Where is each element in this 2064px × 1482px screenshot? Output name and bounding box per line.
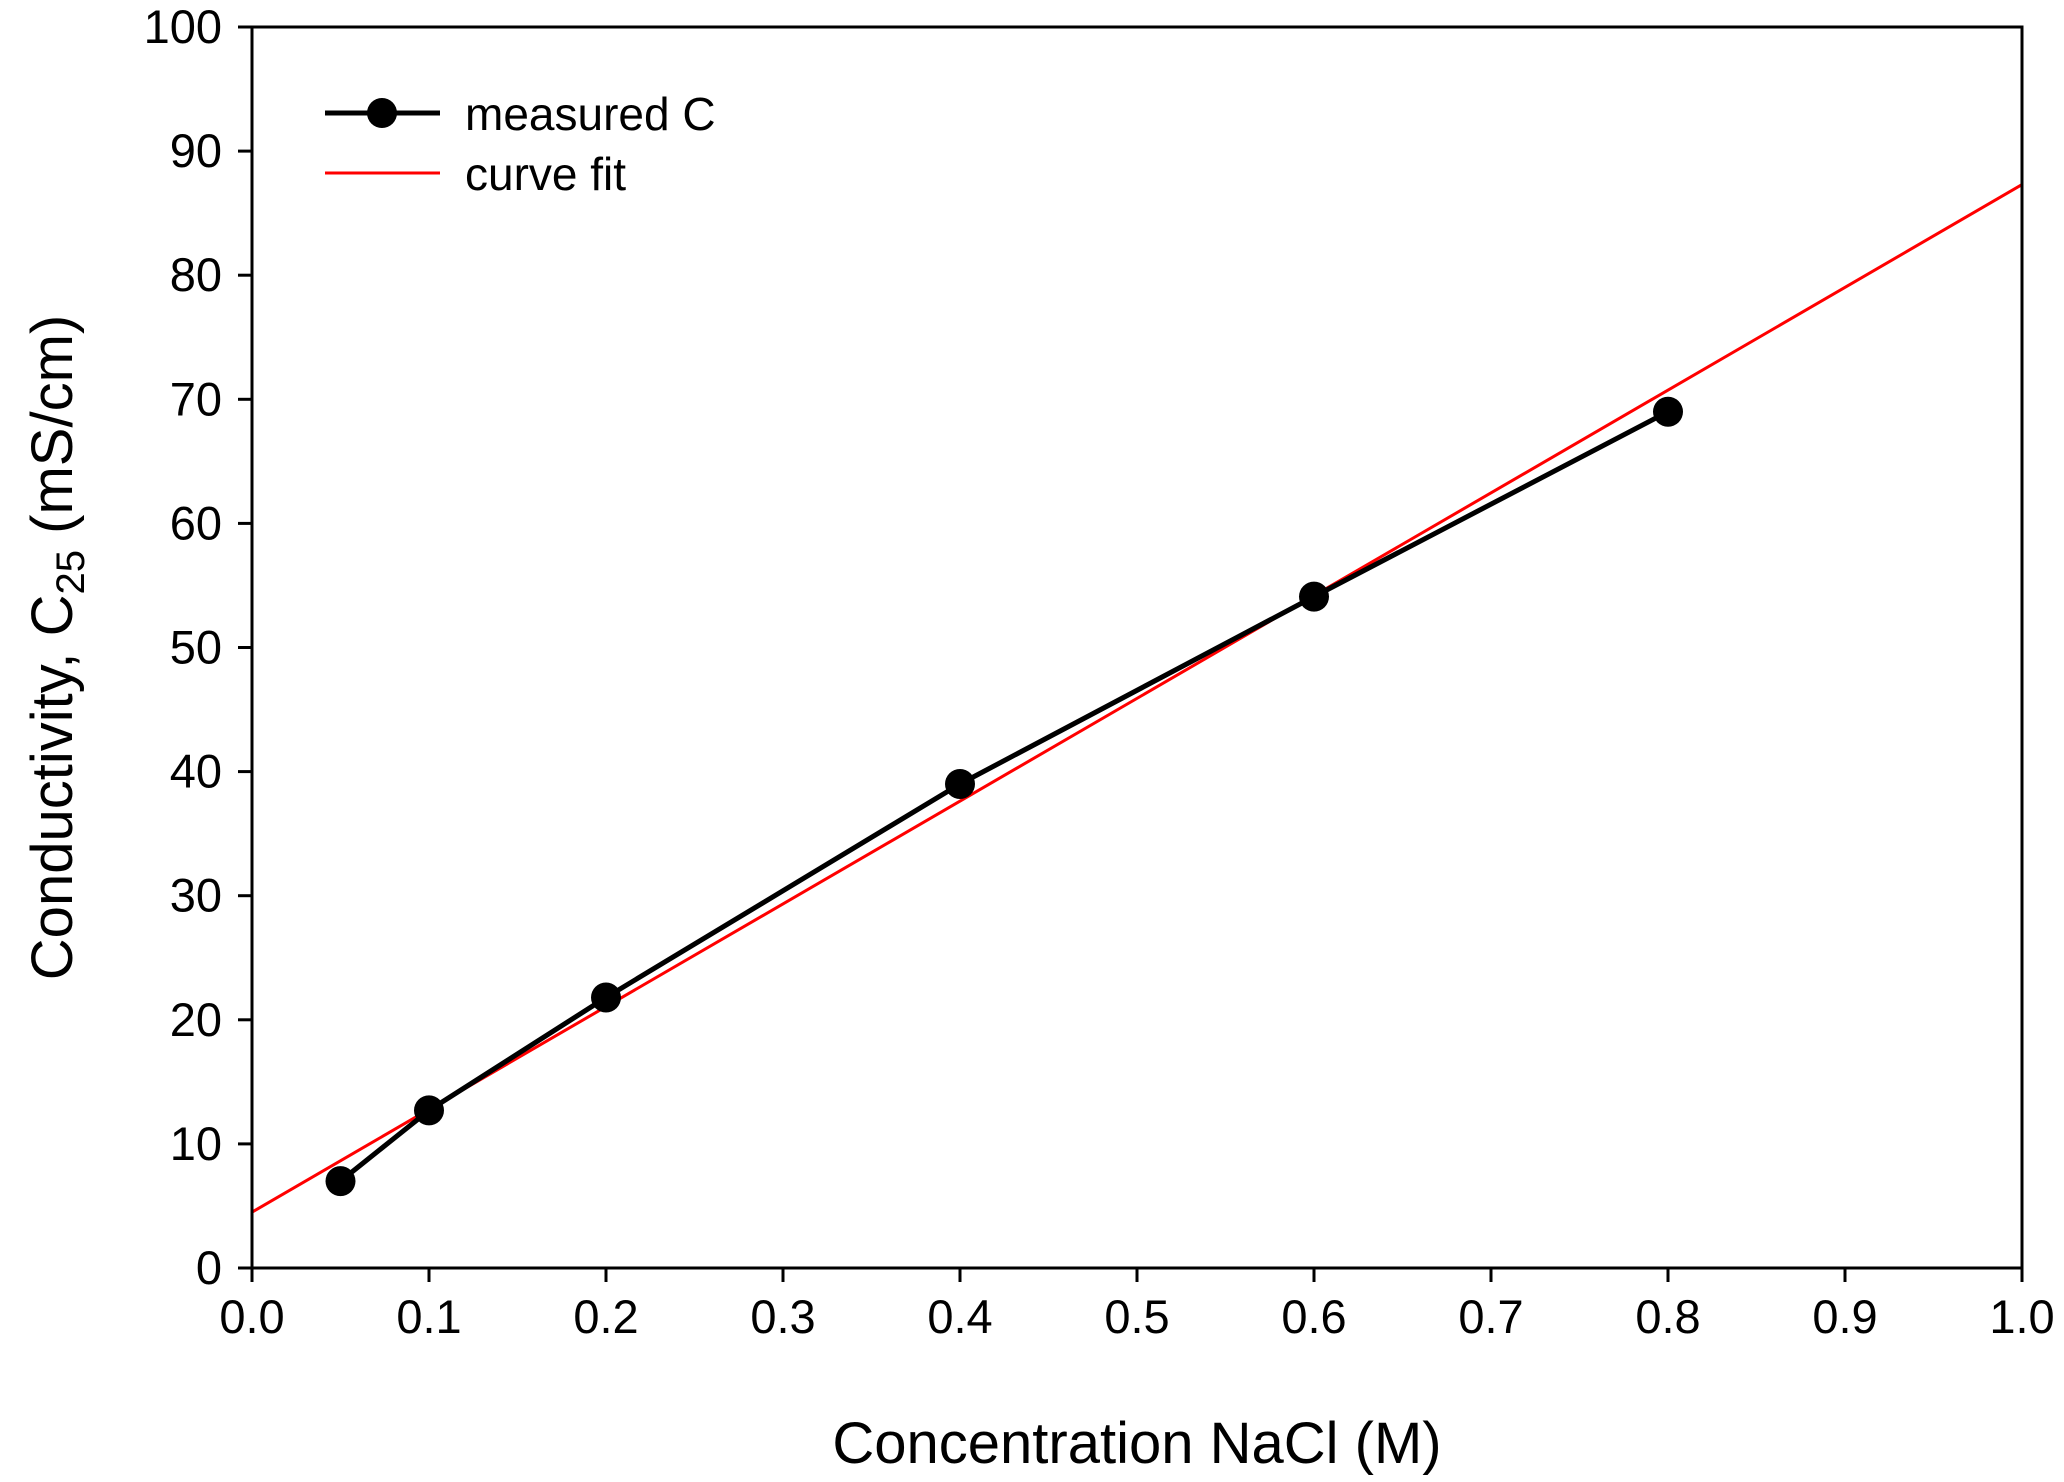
legend: measured C curve fit [325,88,716,200]
y-tick-label: 70 [170,372,222,425]
y-tick-label: 90 [170,124,222,177]
x-tick-label: 0.9 [1812,1290,1877,1343]
measured-point [1653,396,1683,427]
y-tick-label: 80 [170,248,222,301]
x-tick-label: 1.0 [1989,1290,2054,1343]
y-axis-title-prefix: Conductivity, C [20,594,85,980]
measured-point [414,1095,444,1126]
x-tick-label: 0.0 [219,1290,284,1343]
x-tick-label: 0.1 [396,1290,461,1343]
axis-ticks [238,25,2024,1282]
x-tick-label: 0.2 [573,1290,638,1343]
measured-point [1299,581,1329,612]
legend-item-measured: measured C [325,88,716,140]
y-tick-label: 100 [144,0,222,53]
measured-point [591,982,621,1013]
x-tick-labels: 0.0 0.1 0.2 0.3 0.4 0.5 0.6 0.7 0.8 0.9 1.0 [219,1290,2054,1343]
y-tick-label: 40 [170,745,222,798]
y-axis-title-subscript: 25 [49,550,93,595]
y-tick-label: 60 [170,496,222,549]
measured-line [338,409,1670,1184]
plot-frame [250,25,2024,1270]
legend-label-measured: measured C [465,88,716,140]
x-tick-label: 0.3 [750,1290,815,1343]
y-tick-label: 30 [170,869,222,922]
legend-swatch-measured-marker [367,98,397,128]
x-tick-label: 0.5 [1104,1290,1169,1343]
y-axis-title-suffix: (mS/cm) [20,315,85,550]
x-axis-title: Concentration NaCl (M) [832,1411,1441,1476]
y-tick-labels: 0 10 20 30 40 50 60 70 80 90 100 [144,0,222,1294]
series-layer [251,183,2023,1214]
x-tick-label: 0.6 [1281,1290,1346,1343]
y-tick-label: 10 [170,1117,222,1170]
y-tick-label: 50 [170,621,222,674]
measured-point [325,1166,356,1197]
legend-label-curve-fit: curve fit [465,148,626,200]
measured-point [945,769,975,800]
curve-fit-line [251,183,2023,1214]
x-tick-label: 0.8 [1635,1290,1700,1343]
y-tick-label: 20 [170,993,222,1046]
y-tick-label: 0 [196,1241,222,1294]
x-tick-label: 0.4 [927,1290,992,1343]
legend-item-curve-fit: curve fit [325,148,626,200]
x-tick-label: 0.7 [1458,1290,1523,1343]
y-axis-title: Conductivity, C25 (mS/cm) [20,315,93,980]
